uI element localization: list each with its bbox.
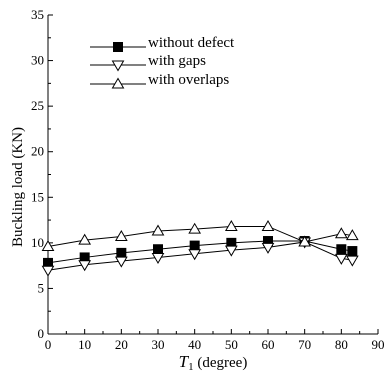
legend-marker: [111, 60, 125, 72]
legend-marker: [113, 42, 123, 52]
series-layer: [41, 219, 359, 277]
data-point-with-gaps: [334, 253, 348, 265]
y-tick-label: 15: [31, 189, 44, 204]
data-point-with-overlaps: [224, 219, 238, 231]
x-tick-label: 60: [262, 337, 275, 352]
data-point-with-gaps: [188, 249, 202, 261]
legend-entry-with-overlaps: with overlaps: [90, 72, 229, 89]
x-tick-label: 0: [45, 337, 52, 352]
data-point-without-defect: [336, 244, 347, 255]
axes: 0 10 20 30 40 50 60 70 80 90 0 5 10 15 20 25 30 35: [31, 7, 385, 352]
series-line-without-defect: [47, 240, 353, 264]
legend: without defect with gaps with overlaps: [90, 35, 235, 89]
x-tick-label: 70: [298, 337, 311, 352]
y-tick-label: 10: [31, 235, 44, 250]
x-axis-title-rest: (degree): [194, 355, 248, 371]
x-axis-title-subscript: 1: [188, 361, 194, 373]
x-tick-label: 90: [372, 337, 385, 352]
data-point-without-defect: [153, 244, 163, 255]
data-point-with-overlaps: [261, 219, 275, 231]
series-line-with-gaps: [47, 241, 353, 271]
data-point-with-overlaps: [41, 240, 55, 252]
legend-entry-with-gaps: with gaps: [90, 53, 206, 72]
data-point-with-overlaps: [345, 229, 359, 241]
y-tick-label: 30: [31, 53, 44, 68]
y-tick-label: 35: [31, 7, 44, 22]
y-tick-label: 20: [31, 144, 44, 159]
x-axis-title: T1 (degree): [179, 352, 248, 373]
data-point-with-overlaps: [188, 222, 202, 234]
data-point-with-gaps: [261, 242, 275, 254]
series-with-gaps: [41, 237, 359, 277]
series-with-overlaps: [41, 219, 359, 252]
data-point-with-overlaps: [151, 224, 165, 236]
y-tick-label: 0: [38, 326, 45, 341]
data-point-with-overlaps: [298, 235, 312, 247]
x-tick-label: 80: [335, 337, 348, 352]
data-point-without-defect: [347, 246, 358, 257]
data-point-with-gaps: [78, 260, 92, 272]
x-tick-label: 30: [152, 337, 165, 352]
x-tick-label: 20: [115, 337, 128, 352]
data-point-without-defect: [116, 247, 127, 258]
data-point-with-gaps: [345, 255, 359, 267]
x-axis-title-symbol: T: [179, 352, 190, 371]
data-point-with-gaps: [114, 256, 128, 268]
data-point-with-gaps: [41, 265, 55, 277]
x-tick-label: 50: [225, 337, 238, 352]
y-axis-title: Buckling load (KN): [10, 127, 26, 247]
y-tick-label: 5: [38, 280, 45, 295]
legend-label: with overlaps: [148, 72, 229, 88]
legend-marker: [111, 77, 125, 89]
data-point-without-defect: [189, 240, 200, 251]
data-point-with-gaps: [224, 245, 238, 257]
data-point-with-overlaps: [334, 227, 348, 239]
data-point-with-overlaps: [114, 229, 128, 241]
y-tick-label: 25: [31, 98, 44, 113]
x-tick-label: 40: [188, 337, 201, 352]
series-line-with-overlaps: [47, 225, 353, 247]
legend-label: without defect: [148, 35, 235, 51]
x-tick-label: 10: [78, 337, 91, 352]
data-point-with-gaps: [151, 252, 165, 264]
legend-entry-without-defect: without defect: [90, 35, 235, 52]
legend-label: with gaps: [148, 53, 206, 69]
data-point-with-overlaps: [78, 233, 92, 245]
